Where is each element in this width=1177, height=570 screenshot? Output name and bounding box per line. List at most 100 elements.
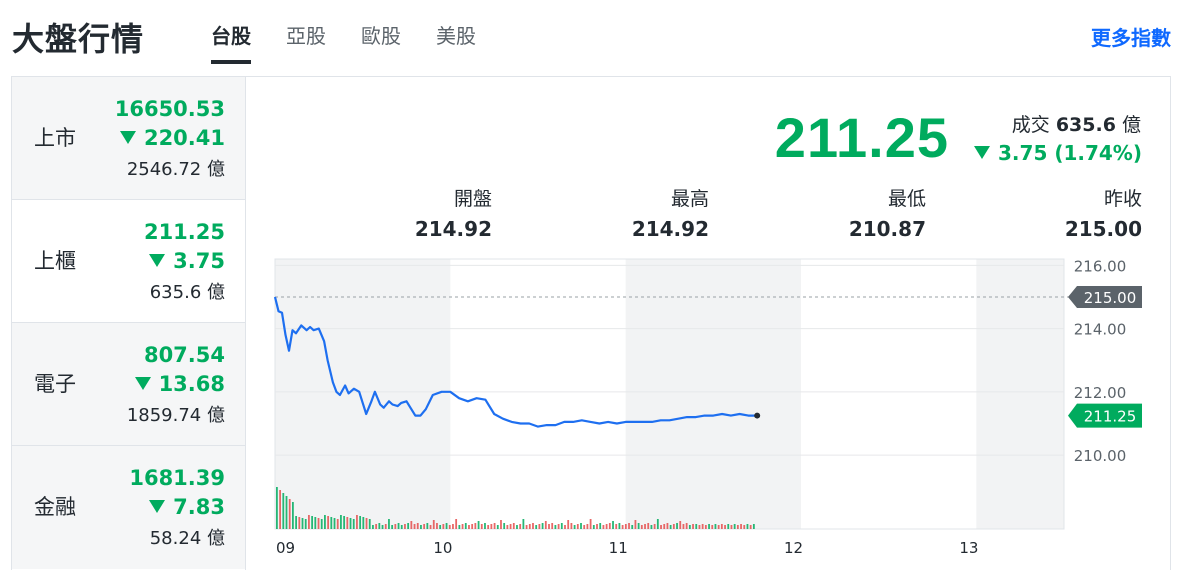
volume-bar [301, 518, 304, 529]
index-row-otc[interactable]: 上櫃 211.25 3.75 635.6 億 [12, 200, 245, 323]
x-tick-label: 10 [433, 539, 452, 557]
volume-bar [330, 517, 333, 529]
volume-bar [468, 525, 470, 529]
index-volume: 1859.74 億 [127, 401, 225, 427]
volume-bar [416, 523, 419, 529]
volume-bar [596, 524, 598, 529]
volume-bar [602, 525, 605, 529]
volume-bar [442, 524, 445, 529]
volume-bar [541, 523, 544, 529]
volume-bar [452, 524, 454, 529]
volume-bar [500, 520, 502, 529]
volume-bar [711, 525, 714, 529]
volume-bar [314, 517, 317, 529]
volume-bar [733, 524, 736, 529]
stat-label: 最低 [887, 188, 926, 210]
index-volume-value: 2546.72 [126, 159, 202, 180]
y-tick-label: 216.00 [1074, 257, 1127, 275]
volume-bar [544, 521, 547, 529]
index-row-listed[interactable]: 上市 16650.53 220.41 2546.72 億 [12, 77, 245, 200]
volume-unit: 億 [207, 282, 225, 303]
volume-bar [564, 525, 566, 529]
volume-bar [647, 523, 650, 529]
index-change-value: 220.41 [143, 126, 225, 150]
volume-bar [583, 525, 586, 529]
tab-us[interactable]: 美股 [436, 24, 476, 48]
volume-bar [538, 524, 541, 529]
volume-unit: 億 [207, 405, 225, 426]
volume-bar [669, 525, 672, 529]
volume-bar [740, 524, 742, 529]
index-row-finance[interactable]: 金融 1681.39 7.83 58.24 億 [12, 446, 245, 569]
more-indices-link[interactable]: 更多指數 [1091, 26, 1171, 50]
volume-bar [340, 515, 342, 529]
down-arrow-icon [149, 500, 166, 513]
index-row-electronics[interactable]: 電子 807.54 13.68 1859.74 億 [12, 323, 245, 446]
index-price: 211.25 [143, 220, 225, 244]
volume-bar [608, 523, 611, 529]
index-volume-value: 635.6 [149, 282, 202, 303]
index-change-value: 3.75 [173, 249, 225, 273]
volume-bar [311, 516, 314, 529]
volume-bar [615, 524, 618, 529]
index-list: 上市 16650.53 220.41 2546.72 億 上櫃 211.25 3… [12, 77, 246, 570]
volume-bar [736, 525, 739, 529]
tab-tw[interactable]: 台股 [211, 0, 251, 66]
index-name: 電子 [34, 372, 76, 396]
volume-bar [292, 502, 294, 529]
volume-bar [560, 523, 563, 529]
prev-close-label: 215.00 [1084, 289, 1137, 307]
volume-bar [656, 519, 659, 529]
volume-bar [477, 521, 480, 529]
volume-bar [685, 523, 688, 529]
volume-bar [388, 519, 390, 529]
intraday-chart[interactable]: 216.00 214.00 212.00 210.00 09 10 11 12 13 215.00… [266, 253, 1156, 567]
volume-bar [308, 515, 310, 529]
index-name: 上市 [34, 126, 76, 150]
price-line [273, 296, 758, 428]
down-arrow-icon [119, 131, 136, 144]
volume-bar [663, 524, 666, 529]
volume-bar [487, 525, 490, 529]
volume-bar [285, 496, 288, 529]
volume-bar [509, 524, 512, 529]
volume-bar [516, 525, 518, 529]
volume-bar [410, 521, 413, 529]
market-tabs: 台股 亞股 歐股 美股 [211, 0, 511, 66]
volume-bar [519, 524, 522, 529]
volume-bar [346, 517, 349, 529]
volume-bar [695, 524, 698, 529]
volume-bar [484, 523, 486, 529]
volume-bar [317, 518, 320, 529]
tab-europe[interactable]: 歐股 [361, 24, 401, 48]
volume-bar [448, 525, 451, 529]
y-tick-label: 212.00 [1074, 384, 1127, 402]
volume-bar [397, 523, 400, 529]
volume-bar [512, 523, 515, 529]
volume-bar [362, 517, 365, 529]
volume-bar [628, 523, 630, 529]
volume-bar [368, 519, 371, 529]
volume-bar [356, 515, 358, 529]
volume-bar [378, 523, 381, 529]
page-title: 大盤行情 [12, 20, 145, 58]
tab-asia[interactable]: 亞股 [286, 24, 326, 48]
price-change-value: 3.75 (1.74%) [998, 141, 1142, 165]
volume-bar [605, 524, 608, 529]
volume-bar [599, 523, 602, 529]
volume-bar [720, 524, 723, 529]
index-name: 上櫃 [34, 249, 76, 273]
volume-bar [461, 524, 464, 529]
volume-bar [493, 523, 496, 529]
volume-bar [445, 523, 448, 529]
stat-label: 最高 [670, 188, 709, 210]
volume-bar [327, 516, 330, 529]
volume-bar [589, 519, 592, 529]
volume-bar [535, 525, 538, 529]
volume-bar [471, 524, 474, 529]
index-volume: 58.24 億 [150, 524, 225, 550]
stat-value: 214.92 [414, 217, 492, 241]
index-change: 3.75 [149, 249, 225, 273]
x-tick-label: 12 [784, 539, 803, 557]
volume-bar [692, 524, 694, 529]
